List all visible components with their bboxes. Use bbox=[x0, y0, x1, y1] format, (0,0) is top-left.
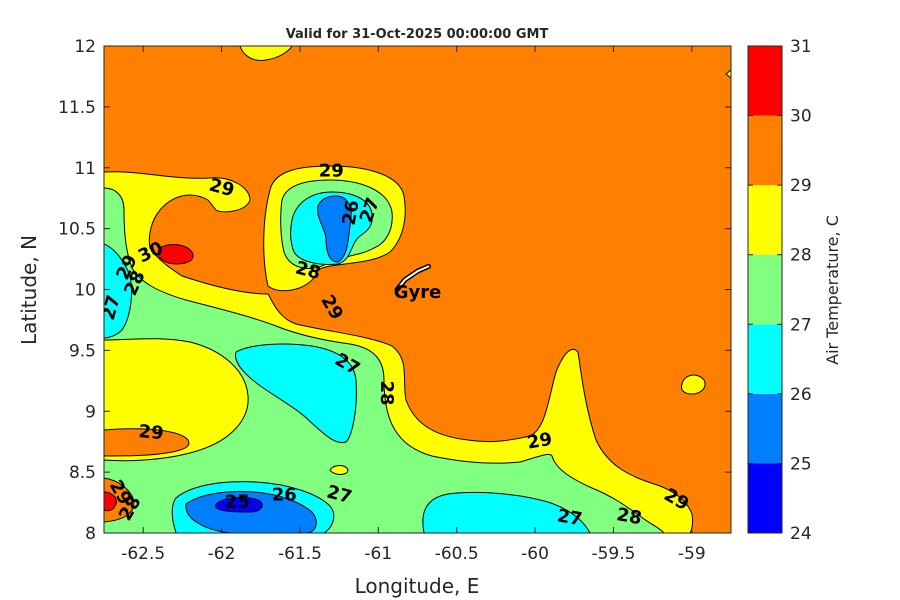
region-darkblue-south bbox=[215, 496, 263, 513]
region-cyan-west bbox=[104, 243, 133, 339]
x-tick-label: -61 bbox=[364, 544, 392, 564]
y-tick-label: 9 bbox=[85, 402, 96, 422]
y-tick-label: 10 bbox=[74, 281, 96, 301]
region-yellow-top bbox=[239, 46, 293, 61]
colorbar-tick-label: 28 bbox=[790, 246, 812, 266]
contour-label: 28 bbox=[615, 504, 643, 529]
x-tick-label: -59 bbox=[678, 544, 706, 564]
x-tick-label: -62.5 bbox=[121, 544, 165, 564]
x-axis-ticks: -62.5 -62 -61.5 -61 -60.5 -60 -59.5 -59 bbox=[121, 46, 706, 564]
contour-label: 26 bbox=[339, 199, 364, 227]
x-tick-label: -62 bbox=[208, 544, 236, 564]
y-tick-label: 9.5 bbox=[69, 341, 96, 361]
region-red-northwest bbox=[157, 244, 194, 265]
colorbar-swatch bbox=[748, 393, 782, 464]
y-axis-ticks: 8 8.5 9 9.5 10 10.5 11 11.5 12 bbox=[58, 37, 731, 544]
island-yellow-edge bbox=[725, 69, 731, 79]
gyre-track-inner bbox=[396, 265, 430, 291]
colorbar: 24 25 26 27 28 29 30 31 bbox=[747, 37, 812, 544]
region-cyan-southeast bbox=[422, 491, 591, 533]
y-axis-label: Latitude, N bbox=[17, 235, 41, 345]
contour-label: 28 bbox=[376, 380, 397, 405]
colorbar-tick-label: 29 bbox=[790, 176, 812, 196]
colorbar-tick-label: 30 bbox=[790, 107, 812, 127]
colorbar-swatch bbox=[748, 115, 782, 186]
contour-label: 29 bbox=[138, 421, 165, 444]
y-tick-label: 8 bbox=[85, 524, 96, 544]
region-orange-southwest bbox=[104, 477, 135, 523]
colorbar-swatch bbox=[748, 324, 782, 394]
region-green-main bbox=[104, 187, 665, 533]
contour-label: 27 bbox=[98, 293, 125, 323]
x-tick-label: -61.5 bbox=[278, 544, 322, 564]
gyre-annotation: Gyre bbox=[394, 282, 442, 303]
colorbar-tick-label: 26 bbox=[790, 385, 812, 405]
x-tick-label: -59.5 bbox=[591, 544, 635, 564]
colorbar-frame bbox=[747, 45, 783, 534]
colorbar-swatch bbox=[748, 463, 782, 533]
x-tick-label: -60 bbox=[521, 544, 549, 564]
colorbar-tick-label: 25 bbox=[790, 454, 812, 474]
colorbar-tick-label: 27 bbox=[790, 315, 812, 335]
y-tick-label: 8.5 bbox=[69, 463, 96, 483]
colorbar-tick-label: 24 bbox=[790, 524, 812, 544]
contour-label: 29 bbox=[319, 160, 344, 181]
island-yellow-south bbox=[329, 465, 349, 475]
contour-label: 29 bbox=[526, 429, 554, 454]
colorbar-swatch bbox=[748, 254, 782, 325]
contour-label: 26 bbox=[272, 484, 297, 505]
y-tick-label: 10.5 bbox=[58, 220, 96, 240]
colorbar-tick-label: 31 bbox=[790, 37, 812, 57]
colorbar-label: Air Temperature, C bbox=[823, 215, 842, 365]
contour-label: 25 bbox=[225, 492, 250, 513]
region-cyan-middle bbox=[235, 343, 357, 444]
colorbar-swatch bbox=[748, 185, 782, 255]
colorbar-swatch bbox=[748, 46, 782, 116]
y-tick-label: 12 bbox=[74, 37, 96, 57]
x-axis-label: Longitude, E bbox=[355, 574, 480, 598]
region-orange-west bbox=[104, 428, 190, 457]
region-red-southwest bbox=[104, 491, 117, 512]
x-tick-label: -60.5 bbox=[435, 544, 479, 564]
y-tick-label: 11.5 bbox=[58, 98, 96, 118]
contour-label: 27 bbox=[555, 505, 583, 530]
region-blue-north bbox=[317, 195, 352, 263]
y-tick-label: 11 bbox=[74, 159, 96, 179]
island-cyan-east bbox=[681, 374, 706, 395]
chart-title: Valid for 31-Oct-2025 00:00:00 GMT bbox=[286, 27, 549, 42]
